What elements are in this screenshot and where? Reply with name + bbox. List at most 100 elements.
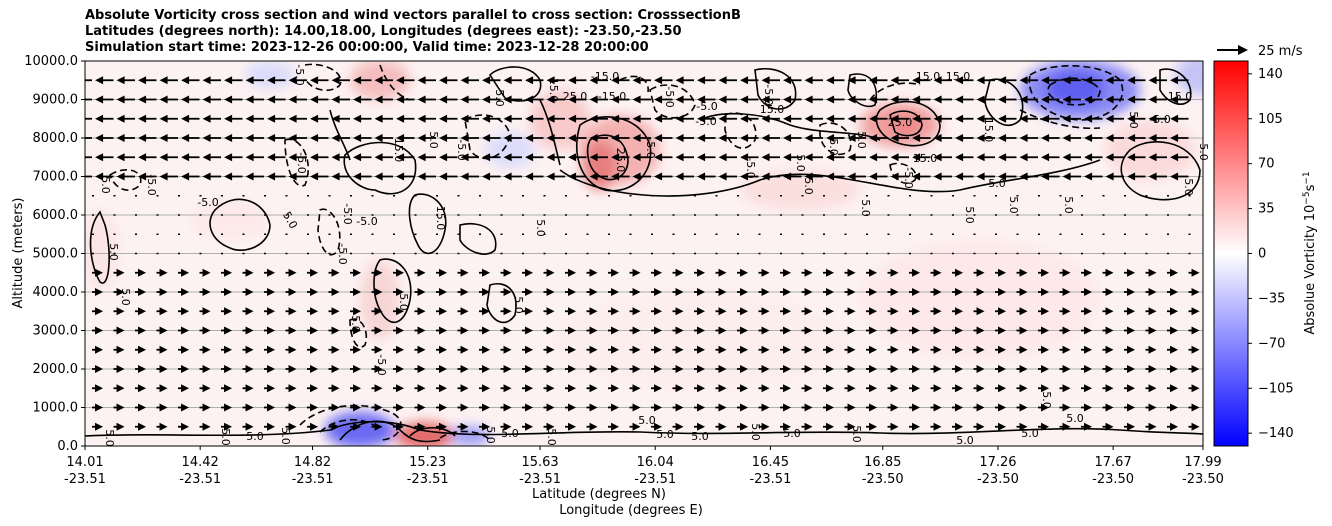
wind-vector — [522, 326, 534, 335]
wind-vector — [328, 422, 340, 431]
wind-vector — [199, 384, 211, 393]
wind-vector — [543, 307, 555, 316]
wind-vector — [500, 365, 512, 373]
wind-vector — [589, 153, 608, 162]
wind-vector — [350, 365, 362, 373]
wind-vector — [460, 134, 479, 142]
wind-vector — [396, 134, 415, 142]
wind-vector — [976, 172, 995, 181]
wind-vector — [221, 288, 233, 296]
wind-vector — [608, 345, 620, 354]
wind-vector — [933, 114, 952, 123]
wind-vector — [95, 114, 114, 123]
x-tick-label-lat: 14.82 — [294, 455, 331, 470]
wind-vector — [761, 114, 780, 123]
wind-vector — [586, 307, 598, 316]
y-tick-label: 6000.0 — [33, 208, 79, 223]
colorbar-label: Absolue Vorticity 10−5s−1 — [1302, 171, 1318, 334]
wind-vector — [844, 403, 856, 412]
wind-vector — [1041, 95, 1060, 104]
wind-vector — [1170, 95, 1189, 104]
wind-vector — [1016, 326, 1028, 335]
wind-vector — [328, 384, 340, 393]
wind-vector — [887, 268, 899, 277]
wind-vector — [396, 153, 415, 162]
colorbar: 140 105 70 35 0 −35 −70 −105 −140 Absolue Vortic… — [1213, 60, 1318, 447]
wind-vector — [267, 76, 286, 85]
wind-vector — [976, 134, 995, 142]
wind-vector — [245, 153, 264, 162]
wind-vector — [608, 384, 620, 393]
wind-vector — [264, 268, 276, 277]
colorbar-tick-label: 0 — [1258, 247, 1266, 262]
wind-vector — [955, 114, 974, 123]
wind-vector — [479, 422, 491, 431]
wind-vector — [285, 365, 297, 373]
wind-vector — [737, 365, 749, 373]
wind-vector — [439, 114, 458, 123]
contour-label: 5.0 — [956, 434, 974, 447]
wind-vector — [116, 114, 135, 123]
colorbar-tick-label: 35 — [1258, 202, 1275, 217]
wind-vector — [500, 307, 512, 316]
wind-vector — [393, 403, 405, 412]
wind-vector — [998, 114, 1017, 123]
wind-vector — [998, 134, 1017, 142]
wind-vector — [396, 76, 415, 85]
wind-vector — [654, 76, 673, 85]
wind-vector — [866, 307, 878, 316]
wind-vector — [242, 268, 254, 277]
wind-vector — [242, 288, 254, 296]
wind-vector — [694, 268, 706, 277]
wind-vector — [310, 114, 329, 123]
wind-vector — [503, 76, 522, 85]
y-tick-label: 1000.0 — [33, 401, 79, 416]
wind-vector — [288, 134, 307, 142]
wind-vector — [912, 153, 931, 162]
wind-vector — [933, 172, 952, 181]
wind-vector — [1148, 134, 1167, 142]
wind-vector — [245, 134, 264, 142]
wind-vector — [740, 76, 759, 85]
wind-vector — [804, 172, 823, 181]
wind-vector — [479, 326, 491, 335]
wind-vector — [242, 365, 254, 373]
wind-vector — [1081, 268, 1093, 277]
wind-vector — [156, 384, 168, 393]
wind-vector — [479, 288, 491, 296]
wind-vector — [651, 326, 663, 335]
wind-vector — [866, 345, 878, 354]
wind-vector — [1059, 268, 1071, 277]
wind-vector — [804, 76, 823, 85]
wind-vector — [353, 134, 372, 142]
colorbar-gradient — [1213, 60, 1249, 447]
wind-vector — [500, 384, 512, 393]
contour-label: 5.0 — [501, 427, 519, 440]
wind-vector — [930, 365, 942, 373]
wind-vector — [1081, 403, 1093, 412]
wind-vector — [113, 326, 125, 335]
wind-vector — [245, 114, 264, 123]
wind-vector — [135, 384, 147, 393]
wind-vector — [202, 172, 221, 181]
wind-vector — [285, 326, 297, 335]
wind-vector — [267, 153, 286, 162]
wind-vector — [371, 268, 383, 277]
wind-vector — [740, 114, 759, 123]
wind-vector — [1038, 326, 1050, 335]
wind-vector — [1038, 288, 1050, 296]
wind-vector — [285, 307, 297, 316]
wind-vector — [672, 288, 684, 296]
wind-vector — [92, 365, 104, 373]
wind-vector — [1019, 153, 1038, 162]
wind-vector — [310, 95, 329, 104]
wind-vector — [823, 326, 835, 335]
wind-vector — [912, 76, 931, 85]
wind-vector — [675, 76, 694, 85]
wind-vector — [780, 288, 792, 296]
wind-vector — [715, 326, 727, 335]
wind-vector — [651, 268, 663, 277]
wind-vector — [242, 345, 254, 354]
wind-vector — [973, 345, 985, 354]
wind-vector — [310, 153, 329, 162]
